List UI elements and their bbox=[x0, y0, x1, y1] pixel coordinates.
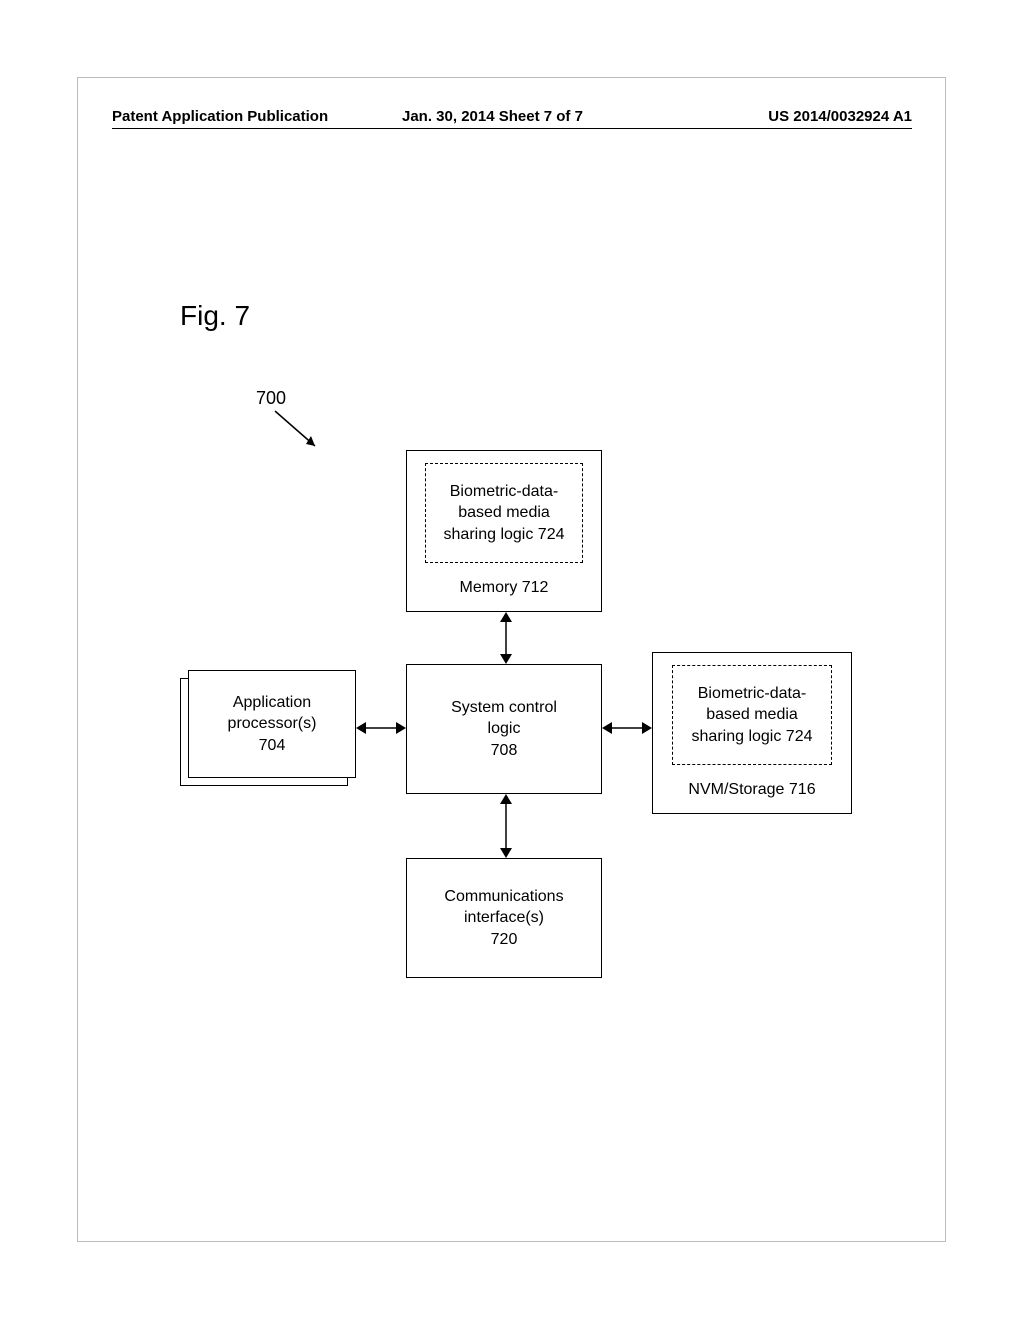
app-processor-line3: 704 bbox=[259, 735, 286, 757]
sysctrl-line2: logic bbox=[488, 718, 521, 740]
app-processor-box: Application processor(s) 704 bbox=[188, 670, 356, 778]
memory-caption: Memory 712 bbox=[460, 577, 549, 599]
figure-label: Fig. 7 bbox=[180, 300, 250, 332]
header-rule bbox=[112, 128, 912, 129]
nvm-inner-line1: Biometric-data- bbox=[698, 683, 806, 705]
header-right: US 2014/0032924 A1 bbox=[768, 108, 912, 125]
nvm-inner-dashed-box: Biometric-data- based media sharing logi… bbox=[672, 665, 832, 765]
memory-inner-line2: based media bbox=[458, 502, 550, 524]
arrow-memory-sysctrl-icon bbox=[496, 612, 516, 664]
nvm-caption: NVM/Storage 716 bbox=[688, 779, 815, 801]
reference-arrow-icon bbox=[270, 406, 330, 456]
nvm-inner-line2: based media bbox=[706, 704, 798, 726]
comm-line3: 720 bbox=[491, 929, 518, 951]
sysctrl-line1: System control bbox=[451, 697, 557, 719]
comm-line2: interface(s) bbox=[464, 907, 544, 929]
header-center: Jan. 30, 2014 Sheet 7 of 7 bbox=[402, 108, 583, 125]
sysctrl-line3: 708 bbox=[491, 740, 518, 762]
app-processor-line2: processor(s) bbox=[228, 713, 317, 735]
memory-inner-line1: Biometric-data- bbox=[450, 481, 558, 503]
nvm-storage-box: Biometric-data- based media sharing logi… bbox=[652, 652, 852, 814]
memory-box: Biometric-data- based media sharing logi… bbox=[406, 450, 602, 612]
nvm-inner-line3: sharing logic 724 bbox=[692, 726, 813, 748]
arrow-sysctrl-comms-icon bbox=[496, 794, 516, 858]
system-control-logic-box: System control logic 708 bbox=[406, 664, 602, 794]
arrow-appproc-sysctrl-icon bbox=[356, 718, 406, 738]
app-processor-line1: Application bbox=[233, 692, 311, 714]
comm-line1: Communications bbox=[444, 886, 563, 908]
memory-inner-line3: sharing logic 724 bbox=[444, 524, 565, 546]
memory-inner-dashed-box: Biometric-data- based media sharing logi… bbox=[425, 463, 583, 563]
communications-interface-box: Communications interface(s) 720 bbox=[406, 858, 602, 978]
header-left: Patent Application Publication bbox=[112, 108, 328, 125]
arrow-sysctrl-nvm-icon bbox=[602, 718, 652, 738]
